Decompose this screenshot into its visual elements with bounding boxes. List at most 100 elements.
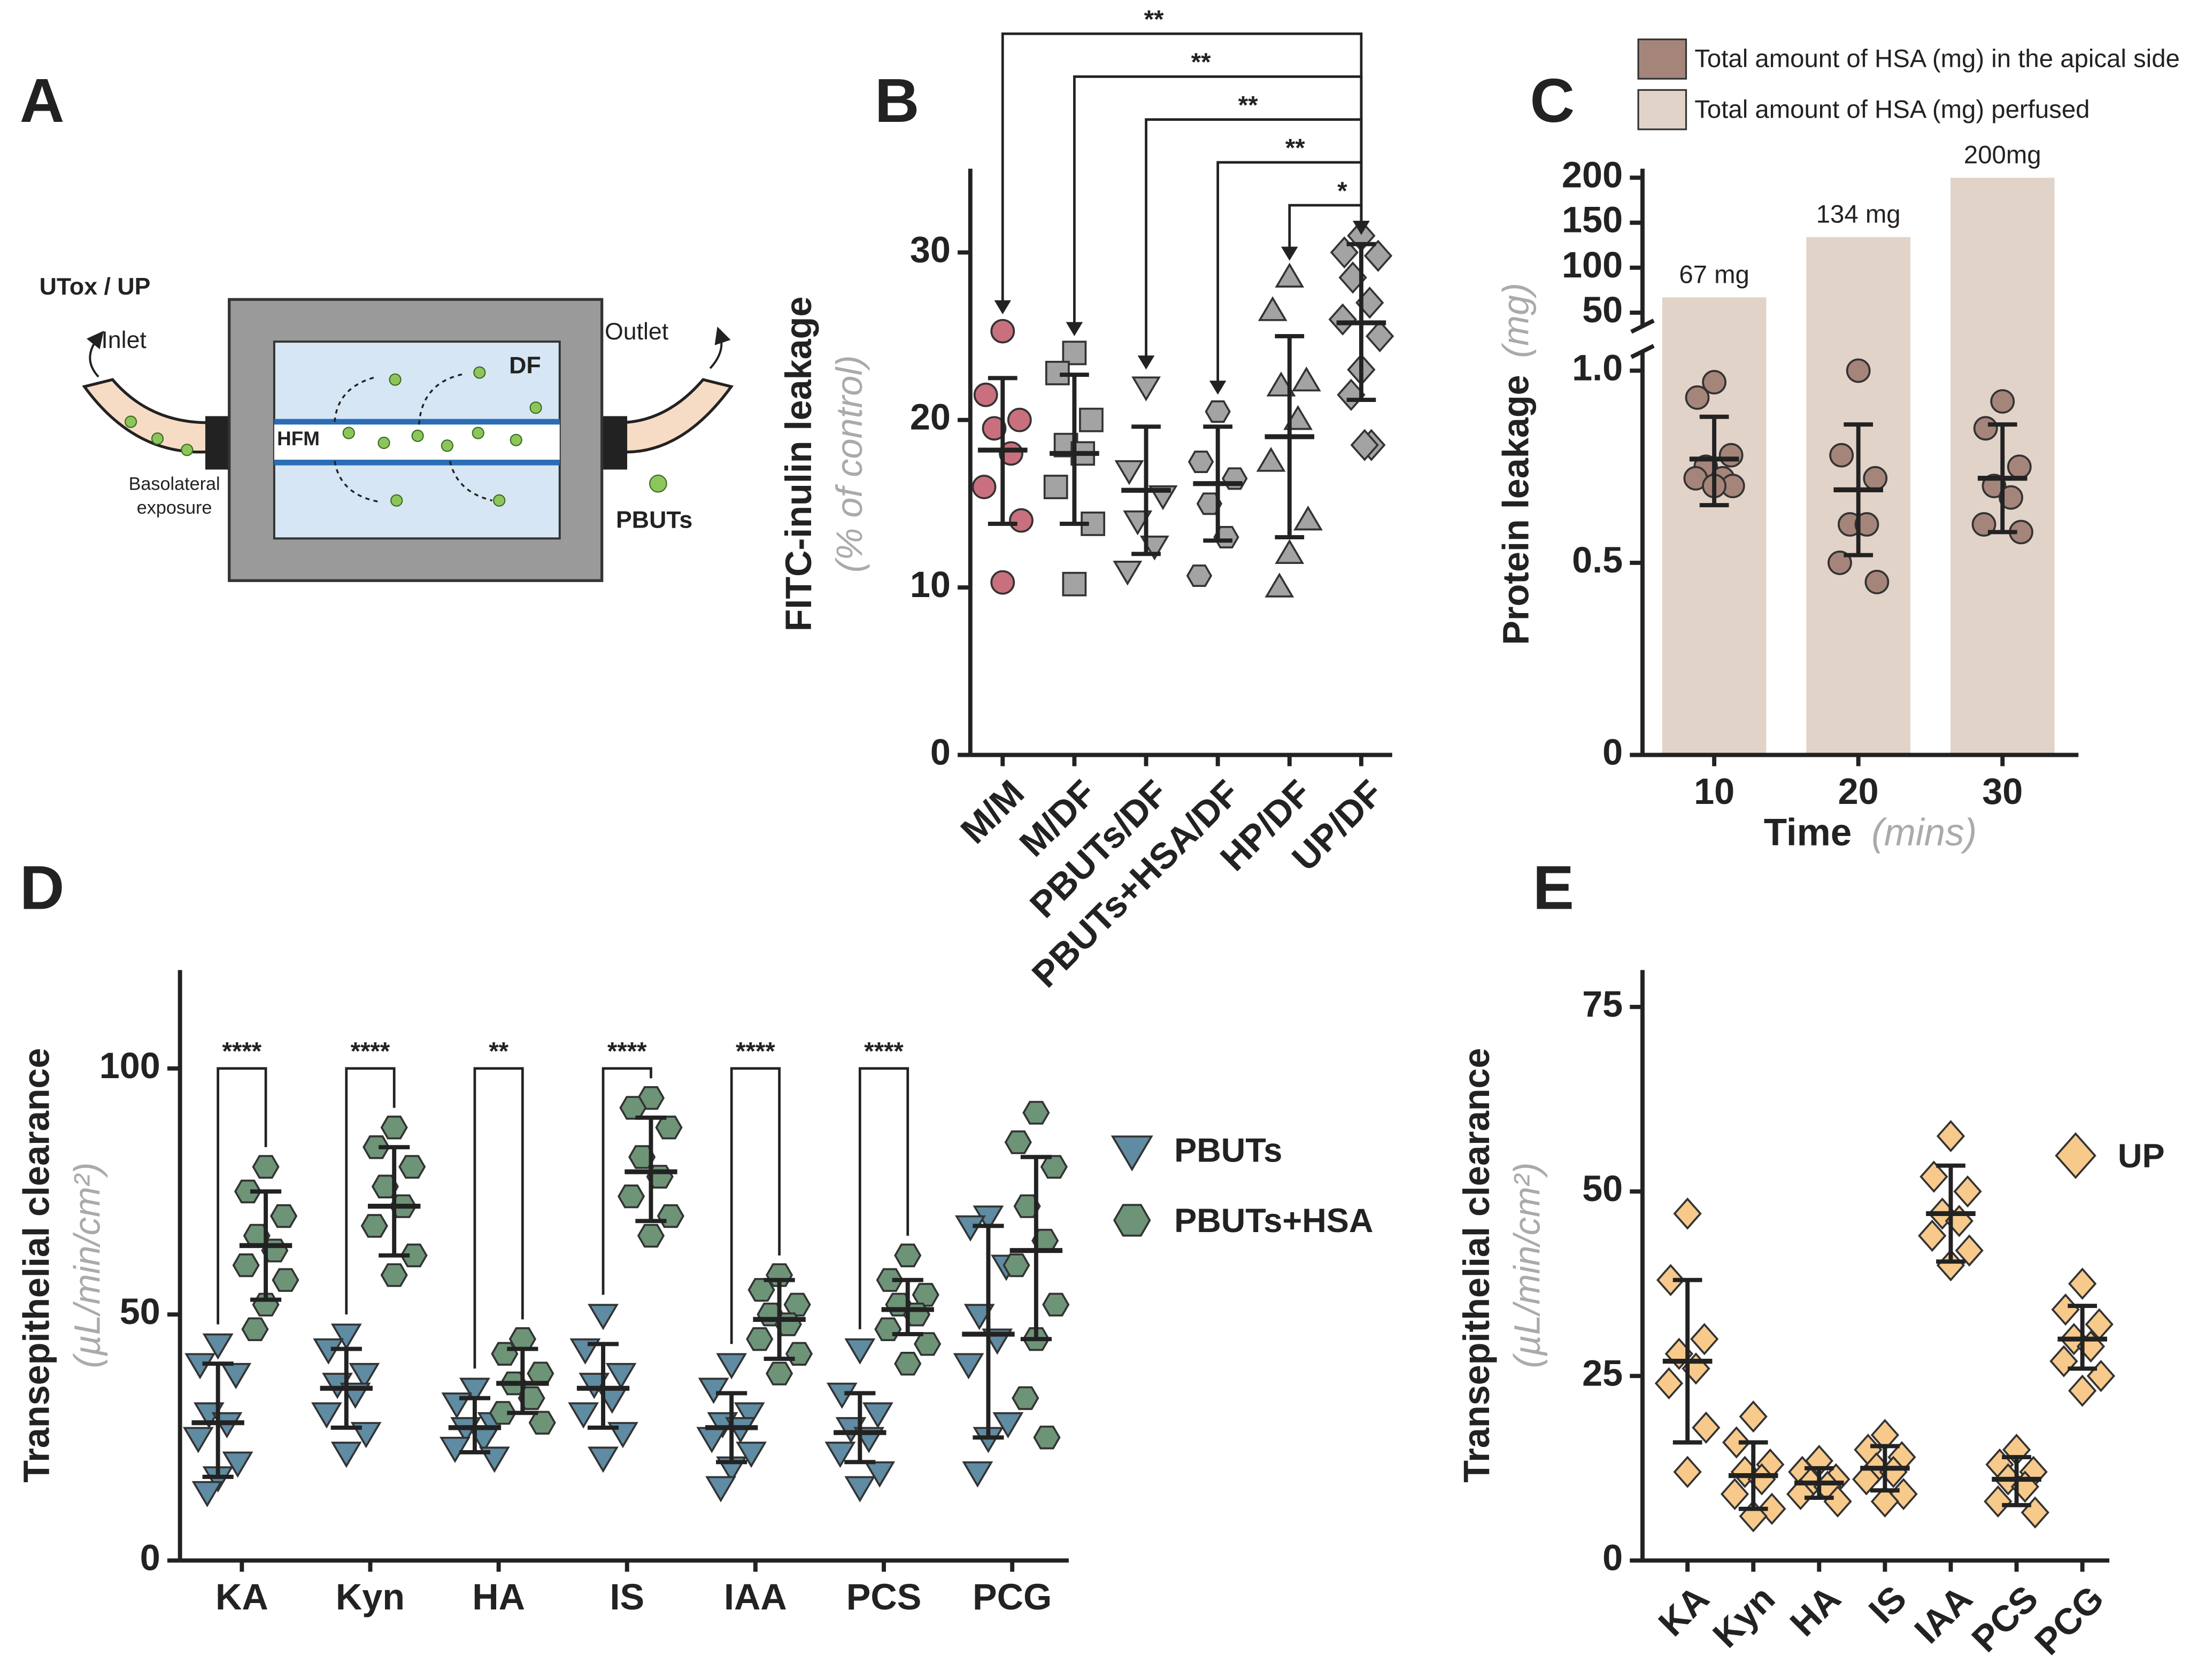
y-tick-label: 100 — [1562, 245, 1623, 285]
data-point — [380, 1263, 408, 1287]
y-tick-label: 50 — [1582, 1168, 1623, 1209]
data-point — [605, 1362, 637, 1389]
data-point — [182, 1427, 214, 1453]
y-tick-label: 50 — [1582, 290, 1623, 330]
data-point — [1955, 1234, 1984, 1267]
x-tick-label: IS — [610, 1577, 644, 1617]
data-point — [234, 1179, 262, 1204]
significance-label: **** — [222, 1037, 262, 1065]
bracket-arrow — [1209, 381, 1227, 395]
data-point — [363, 1135, 390, 1159]
legend-swatch — [1637, 89, 1687, 130]
connector — [205, 416, 231, 470]
data-point — [191, 1481, 223, 1507]
bracket-arrow — [1066, 322, 1083, 336]
data-point — [655, 1116, 683, 1140]
y-tick-label: 100 — [99, 1046, 160, 1086]
data-point — [844, 1338, 876, 1365]
solutes — [125, 366, 667, 507]
data-point — [1062, 571, 1087, 597]
panel-label: B — [875, 66, 920, 135]
data-point — [637, 1224, 665, 1248]
data-point — [628, 1145, 656, 1169]
y-tick-label: 75 — [1582, 984, 1623, 1025]
legend-label: PBUTs — [1174, 1132, 1282, 1169]
y-axis-unit: (mg) — [1496, 283, 1537, 358]
legend-label: PBUTs+HSA — [1174, 1202, 1373, 1240]
data-point — [1291, 366, 1321, 392]
panel-label: C — [1530, 66, 1575, 135]
data-point — [1114, 460, 1144, 485]
data-point — [1275, 539, 1305, 564]
diagram-text: PBUTs — [616, 507, 692, 533]
data-point — [1870, 1485, 1900, 1518]
data-point — [824, 1442, 856, 1468]
data-point — [518, 1386, 545, 1410]
data-point — [1786, 1478, 1815, 1511]
x-axis-unit: (mins) — [1871, 811, 1977, 854]
bracket-arrow — [1137, 355, 1155, 370]
data-point — [982, 416, 1007, 441]
data-point — [1013, 1194, 1041, 1218]
data-point — [1007, 407, 1032, 432]
data-point — [588, 1304, 619, 1330]
significance-label: **** — [864, 1037, 904, 1065]
data-point — [912, 1283, 939, 1307]
data-point — [914, 1332, 942, 1356]
data-point — [440, 1436, 471, 1464]
y-axis-label: Transepithelial clearance — [17, 1048, 57, 1482]
data-point — [270, 1204, 298, 1228]
data-point — [491, 1342, 519, 1366]
data-point — [864, 1461, 896, 1488]
y-tick-label: 1.0 — [1572, 348, 1623, 389]
data-point — [657, 1204, 684, 1228]
data-point — [2055, 1132, 2096, 1179]
data-point — [1984, 1485, 2013, 1518]
data-point — [1863, 466, 1888, 491]
diagram-text: UTox / UP — [40, 274, 151, 300]
data-point — [1722, 1426, 1751, 1459]
x-tick-label: KA — [215, 1577, 268, 1617]
data-point — [747, 1278, 775, 1302]
x-tick-label: Kyn — [336, 1577, 405, 1617]
data-point — [1673, 1197, 1702, 1230]
data-point — [766, 1361, 793, 1385]
data-point — [330, 1442, 362, 1468]
data-point — [1864, 569, 1890, 594]
legend-label: Total amount of HSA (mg) perfused — [1694, 95, 2090, 123]
outlet-arrow — [709, 327, 731, 369]
x-axis-title: Time — [1764, 811, 1852, 854]
data-point — [2068, 1267, 2097, 1300]
axis-break — [1630, 319, 1655, 359]
x-tick-label: IAA — [724, 1577, 787, 1617]
data-point — [1265, 572, 1294, 598]
panel-label: E — [1533, 853, 1574, 923]
data-point — [330, 1323, 362, 1350]
significance-label: **** — [351, 1037, 390, 1065]
data-point — [862, 1402, 893, 1429]
x-tick-label: PCS — [846, 1577, 922, 1617]
bracket-arrow — [1281, 246, 1298, 261]
legend-label: UP — [2118, 1137, 2165, 1175]
data-point — [272, 1268, 299, 1292]
data-point — [1004, 1130, 1032, 1155]
data-point — [2049, 1345, 2078, 1377]
data-point — [746, 1327, 774, 1351]
data-point — [705, 1476, 736, 1503]
significance-bracket — [1216, 161, 1363, 392]
data-point — [1654, 1367, 1684, 1400]
y-tick-label: 0 — [1602, 732, 1623, 772]
data-point — [1205, 400, 1231, 423]
data-point — [617, 1184, 645, 1209]
y-axis-unit: (µL/min/cm²) — [67, 1163, 107, 1368]
bar-value-label: 200mg — [1964, 141, 2041, 169]
diagram-text: Basolateral — [129, 474, 220, 494]
data-point — [1854, 512, 1879, 537]
data-point — [1113, 561, 1143, 586]
y-axis-unit: (% of control) — [829, 355, 870, 573]
data-point — [1999, 485, 2023, 510]
data-point — [311, 1402, 342, 1429]
error-bar — [1060, 373, 1089, 526]
data-point — [1990, 389, 2015, 414]
data-point — [1953, 1175, 1982, 1208]
